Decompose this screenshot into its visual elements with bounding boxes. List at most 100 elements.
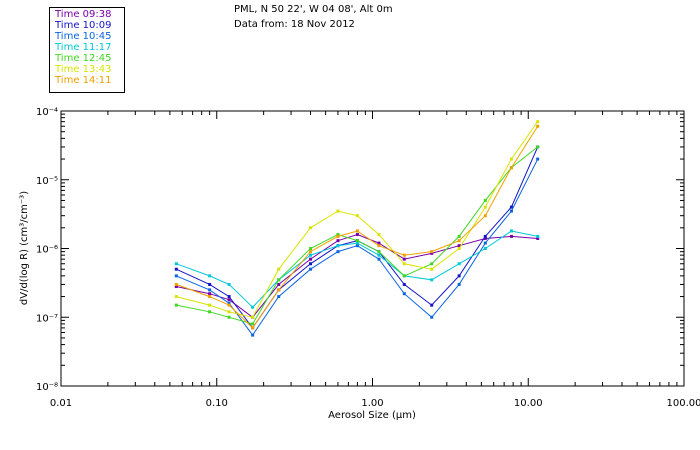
data-point — [483, 236, 487, 240]
data-point — [251, 333, 255, 337]
data-point — [483, 247, 487, 250]
tick-labels: 0.01 0.10 1.00 10.00 100.00 10⁻⁴ 10⁻⁵ 10⁻⁶ 10⁻⁷ 1… — [36, 107, 700, 409]
data-point — [174, 285, 178, 289]
data-point — [309, 247, 313, 250]
data-point — [430, 267, 434, 271]
data-point — [336, 232, 340, 236]
data-point — [430, 278, 434, 282]
data-point — [402, 262, 406, 266]
data-point — [536, 120, 540, 124]
legend: Time 09:38 Time 10:09 Time 10:45 Time 11:17… — [49, 7, 125, 93]
data-point — [402, 282, 406, 286]
data-point — [227, 315, 231, 319]
data-point — [309, 250, 313, 254]
data-point — [430, 250, 434, 254]
data-point — [377, 250, 381, 254]
legend-item: Time 14:11 — [55, 75, 112, 86]
data-point — [457, 244, 461, 248]
data-point — [483, 205, 487, 209]
data-point — [536, 145, 540, 149]
data-point — [536, 157, 540, 161]
data-point — [355, 244, 359, 248]
data-point — [174, 274, 178, 278]
y-tick-label: 10⁻⁸ — [36, 382, 58, 393]
data-point — [309, 262, 313, 266]
x-tick-label: 0.01 — [50, 398, 72, 409]
data-point — [174, 267, 178, 271]
data-point — [174, 295, 178, 299]
data-point — [430, 262, 434, 266]
data-point — [251, 326, 255, 330]
data-point — [402, 257, 406, 261]
data-point — [457, 274, 461, 278]
data-point — [309, 226, 313, 230]
data-point — [277, 288, 281, 292]
x-axis-label: Aerosol Size (µm) — [328, 410, 416, 421]
legend-item: Time 10:45 — [55, 31, 112, 42]
data-point — [227, 310, 231, 314]
data-point — [277, 267, 281, 271]
data-point — [483, 241, 487, 245]
data-point — [430, 303, 434, 307]
data-point — [377, 244, 381, 248]
data-point — [536, 236, 540, 240]
data-point — [377, 232, 381, 236]
data-point — [355, 241, 359, 245]
data-point — [457, 262, 461, 266]
axis-ticks — [60, 110, 685, 387]
data-point — [509, 234, 513, 238]
x-tick-label: 100.00 — [667, 398, 700, 409]
series-group — [174, 120, 540, 337]
data-point — [536, 234, 540, 238]
series-6 — [174, 120, 540, 319]
data-point — [509, 209, 513, 213]
data-point — [430, 315, 434, 319]
y-tick-label: 10⁻⁷ — [36, 313, 58, 324]
data-point — [355, 239, 359, 243]
data-point — [208, 274, 212, 278]
data-point — [377, 241, 381, 245]
data-point — [509, 229, 513, 233]
data-point — [377, 257, 381, 261]
data-point — [402, 253, 406, 257]
y-tick-label: 10⁻⁵ — [36, 176, 58, 187]
location-header: PML, N 50 22', W 04 08', Alt 0m — [234, 4, 393, 15]
x-tick-label: 1.00 — [361, 398, 383, 409]
y-tick-label: 10⁻⁶ — [36, 245, 58, 256]
data-point — [483, 198, 487, 202]
x-tick-label: 10.00 — [514, 398, 543, 409]
legend-item: Time 12:45 — [55, 53, 112, 64]
legend-item: Time 13:43 — [55, 64, 112, 75]
data-point — [227, 301, 231, 305]
data-point — [457, 247, 461, 250]
series-line — [176, 121, 539, 318]
data-point — [336, 250, 340, 254]
data-point — [457, 234, 461, 238]
data-point — [174, 303, 178, 307]
data-point — [402, 292, 406, 296]
data-point — [208, 292, 212, 296]
series-5 — [174, 145, 540, 326]
data-point — [336, 239, 340, 243]
data-point — [208, 288, 212, 292]
data-point — [509, 157, 513, 161]
data-point — [430, 251, 434, 255]
data-point — [457, 282, 461, 286]
data-point — [277, 278, 281, 282]
legend-item: Time 10:09 — [55, 20, 112, 31]
data-point — [227, 295, 231, 299]
data-point — [457, 239, 461, 243]
data-point — [277, 282, 281, 286]
data-point — [309, 257, 313, 261]
data-point — [509, 205, 513, 209]
data-point — [309, 267, 313, 271]
data-point — [309, 253, 313, 257]
data-point — [208, 310, 212, 314]
date-header: Data from: 18 Nov 2012 — [234, 19, 355, 30]
data-point — [483, 214, 487, 218]
data-point — [355, 232, 359, 236]
data-point — [174, 262, 178, 266]
data-point — [208, 303, 212, 307]
series-4 — [174, 229, 540, 309]
data-point — [251, 305, 255, 309]
